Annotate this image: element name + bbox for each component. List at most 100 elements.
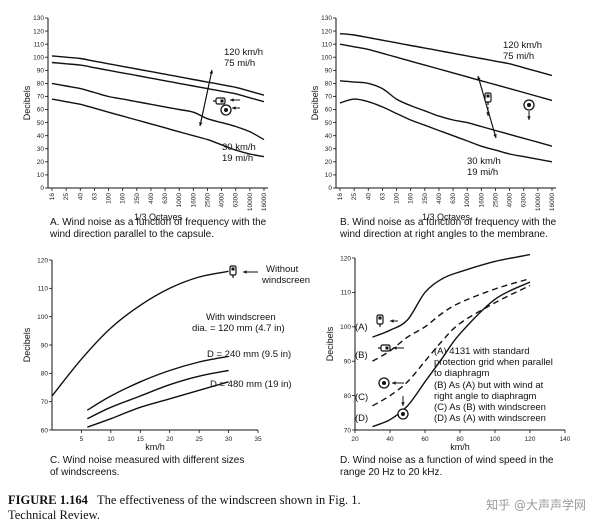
panel-b-y-tick-label: 70 [325, 94, 333, 101]
panel-d-y-tick-label: 90 [344, 359, 352, 366]
caption-d-line2: range 20 Hz to 20 kHz. [340, 467, 443, 478]
panel-c-annot-windscreen: windscreen [261, 275, 310, 286]
panel-b-x-tick-label: 250 [422, 193, 429, 204]
panel-c-x-tick-label: 30 [225, 436, 233, 443]
caption-a-line2: wind direction parallel to the capsule. [50, 229, 214, 240]
panel-a-annot-75mih: 75 mi/h [224, 58, 255, 69]
panel-d-legend-line-5: (C) As (B) with windscreen [434, 402, 546, 413]
panel-a-y-tick-label: 70 [37, 94, 45, 101]
panel-b-x-tick-label: 1000 [464, 193, 471, 208]
panel-a-y-tick-label: 60 [37, 107, 45, 114]
panel-a-x-axis-label: 1/3 Octaves [134, 212, 183, 222]
caption-d-line1: D. Wind noise as a function of wind spee… [340, 455, 554, 466]
panel-d-line-label-3: (D) [355, 413, 368, 424]
panel-b-x-tick-label: 10000 [535, 193, 542, 211]
panel-b-x-tick-label: 16 [337, 193, 344, 201]
panel-a-x-tick-label: 25 [63, 193, 70, 201]
panel-c-y-tick-label: 100 [37, 314, 48, 321]
panel-a-wind-arrow-1 [230, 98, 240, 102]
panel-c-x-tick-label: 15 [137, 436, 145, 443]
panel-c-y-tick-label: 80 [41, 371, 49, 378]
panel-d-mic-icon-b [378, 344, 391, 352]
panel-d-windscreen-icon-d [397, 408, 409, 420]
panel-c-y-tick-label: 110 [38, 286, 49, 293]
panel-a-x-tick-label: 10000 [247, 193, 254, 211]
panel-a-x-tick-label: 16000 [261, 193, 268, 211]
panel-c-series-line-2 [86, 369, 229, 420]
panel-a-y-tick-label: 80 [37, 81, 45, 88]
caption-c-line2: of windscreens. [50, 467, 120, 478]
panel-a-range-arrow-rev [199, 69, 213, 127]
panel-c-y-tick-label: 60 [41, 427, 49, 434]
panel-c-x-axis-label: km/h [145, 442, 165, 452]
panel-b-wind-arrow-1 [486, 107, 490, 116]
caption-b-line2: wind direction at right angles to the me… [340, 229, 548, 240]
panel-b-y-tick-label: 90 [325, 68, 333, 75]
panel-d-series-line-0 [372, 253, 531, 338]
panel-b-range-arrow-rev-head [477, 76, 481, 80]
panel-d-series-line-2 [372, 284, 531, 407]
caption-b: B. Wind noise as a function of frequency… [340, 217, 556, 241]
panel-b-y-tick-label: 80 [325, 81, 333, 88]
panel-a-y-tick-label: 0 [40, 185, 44, 192]
panel-b-windscreen-icon-capsule [527, 103, 531, 107]
panel-c-x-tick-label: 5 [80, 436, 84, 443]
panel-b-y-tick-label: 110 [322, 41, 333, 48]
panel-b-x-tick-label: 400 [436, 193, 443, 204]
panel-d-x-tick-label: 140 [560, 436, 571, 443]
panel-d-legend-line-1: protection grid when parallel [434, 357, 553, 368]
panel-d-arrow-a [390, 319, 398, 323]
caption-c-line1: C. Wind noise measured with different si… [50, 455, 245, 466]
panel-b-range-arrow-rev-shaft [477, 75, 497, 139]
panel-d-series-line-1 [372, 277, 531, 362]
panel-c-y-tick-label: 70 [41, 399, 49, 406]
panel-b-y-tick-label: 0 [328, 185, 332, 192]
panel-a-x-tick-label: 63 [91, 193, 98, 201]
panel-b-x-axis-label: 1/3 Octaves [422, 212, 471, 222]
panel-b-y-tick-label: 30 [325, 146, 333, 153]
figure-caption-text: The effectiveness of the windscreen show… [97, 493, 361, 507]
panel-a-x-tick-label: 4000 [219, 193, 226, 208]
panel-c-series-line-1 [86, 355, 229, 411]
panel-a-mic-icon [213, 97, 226, 105]
panel-d-x-tick-label: 120 [525, 436, 536, 443]
panel-d-windscreen-icon-c [378, 377, 390, 389]
panel-b-x-tick-label: 100 [394, 193, 401, 204]
panel-b-annot-75mih: 75 mi/h [503, 51, 534, 62]
panel-a-wind-arrow-1-head [230, 98, 234, 102]
panel-b-mic-icon [484, 92, 492, 105]
panel-d-y-axis-label: Decibels [325, 326, 335, 361]
panel-a-windscreen-icon-capsule [224, 108, 228, 112]
panel-b-y-axis-label: Decibels [310, 85, 320, 120]
panel-a-x-tick-label: 1600 [190, 193, 197, 208]
panel-b-y-tick-label: 130 [321, 15, 332, 22]
panel-c-y-axis-label: Decibels [22, 327, 32, 362]
panel-d-y-tick-label: 110 [341, 290, 352, 297]
panel-c-annot-with: With windscreen [206, 312, 276, 323]
panel-d-series-line-3 [372, 281, 531, 428]
panel-b-x-tick-label: 6300 [521, 193, 528, 208]
panel-b-annot-19mih: 19 mi/h [467, 167, 498, 178]
panel-c-mic-icon-grid [231, 267, 235, 271]
panel-c-annot-d480: D = 480 mm (19 in) [210, 379, 292, 390]
caption-a-line1: A. Wind noise as a function of frequency… [50, 217, 267, 228]
panel-b-x-tick-label: 2500 [492, 193, 499, 208]
panel-c-series-line-0 [51, 270, 229, 397]
panel-c-y-tick-label: 120 [37, 257, 48, 264]
panel-b-x-tick-label: 25 [351, 193, 358, 201]
panel-d-arrow-b-head [393, 346, 397, 350]
panel-d-legend-line-3: (B) As (A) but with wind at [434, 380, 544, 391]
panel-a-annot-30kmh: 30 km/h [222, 142, 256, 153]
panel-b-x-tick-label: 63 [379, 193, 386, 201]
panel-d-arrow-a-head [390, 319, 394, 323]
panel-d-legend-line-4: right angle to diaphragm [434, 391, 537, 402]
panel-b-windscreen-icon [523, 99, 535, 111]
panel-a-x-tick-label: 16 [49, 193, 56, 201]
panel-b-y-tick-label: 120 [321, 28, 332, 35]
panel-a-series-line-3 [51, 98, 265, 158]
panel-b-annot-30kmh: 30 km/h [467, 156, 501, 167]
panel-c-without-arrow-head [243, 270, 247, 274]
panel-d-legend-line-2: to diaphragm [434, 368, 490, 379]
panel-a-x-tick-label: 1000 [176, 193, 183, 208]
